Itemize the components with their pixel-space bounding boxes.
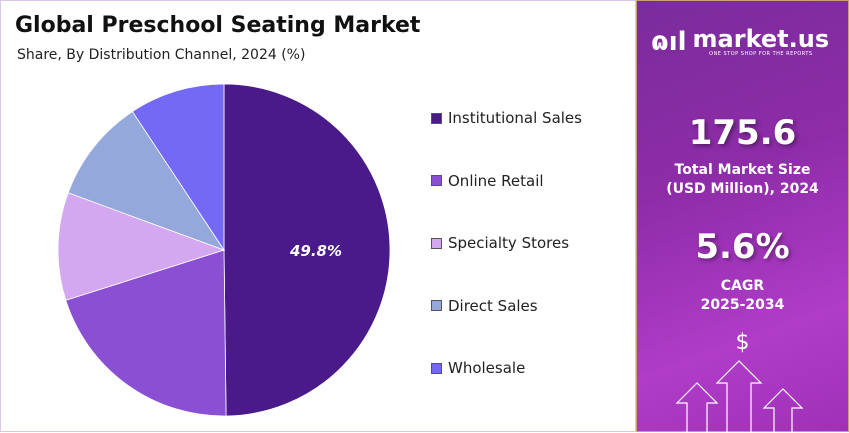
legend-label: Wholesale (448, 359, 526, 377)
logo: ɷıl market.us ONE STOP SHOP FOR THE REPO… (651, 27, 841, 57)
chart-subtitle: Share, By Distribution Channel, 2024 (%) (17, 47, 306, 63)
legend-swatch (431, 300, 442, 311)
chart-title: Global Preschool Seating Market (15, 13, 421, 38)
market-size-value: 175.6 (688, 113, 797, 153)
legend-swatch (431, 112, 442, 124)
logo-icon: ɷıl (651, 27, 687, 57)
legend-label: Online Retail (448, 171, 544, 190)
legend-item: Specialty Stores (431, 234, 569, 252)
pie-slice-specialty-stores (57, 192, 226, 301)
legend-swatch (431, 237, 442, 249)
summary-panel: ɷıl market.us ONE STOP SHOP FOR THE REPO… (636, 0, 849, 433)
legend-item: Wholesale (431, 359, 525, 377)
pie-slice-wholesale (131, 83, 225, 252)
legend-item: Institutional Sales (431, 109, 582, 127)
pie-chart: 49.8% (57, 83, 391, 417)
legend-swatch (431, 175, 442, 186)
market-size-label: Total Market Size (674, 162, 811, 178)
legend-label: Direct Sales (448, 296, 538, 315)
cagr-period: 2025-2034 (700, 297, 785, 313)
brand-name: market.us (692, 25, 830, 53)
tagline: ONE STOP SHOP FOR THE REPORTS (709, 51, 813, 57)
chart-panel: Global Preschool Seating Market Share, B… (0, 0, 636, 432)
pie-slice-direct-sales (67, 110, 226, 251)
market-size-label-2: (USD Million), 2024 (666, 181, 819, 197)
dollar-icon: $ (735, 330, 750, 355)
pie-slice-online-retail (65, 249, 227, 417)
legend-label: Institutional Sales (448, 109, 582, 127)
legend-item: Direct Sales (431, 297, 538, 315)
growth-arrows-icon (675, 360, 804, 433)
legend-swatch (431, 362, 442, 374)
cagr-label: CAGR (720, 278, 765, 294)
cagr-value: 5.6% (695, 227, 790, 267)
pie-slice-institutional-sales (223, 83, 391, 417)
legend-item: Online Retail (431, 172, 544, 190)
data-label: 49.8% (289, 242, 342, 260)
legend-label: Specialty Stores (448, 234, 570, 252)
